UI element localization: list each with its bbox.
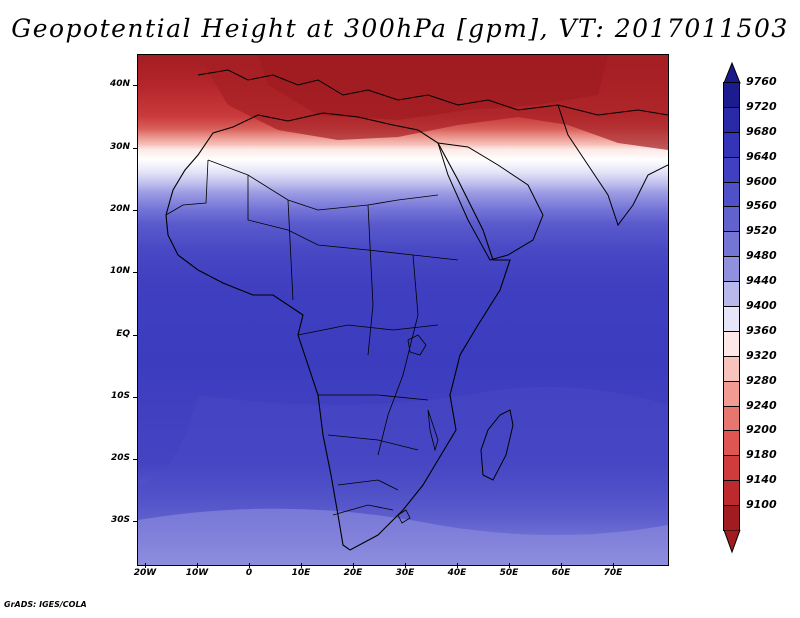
colorbar-segment <box>723 132 740 158</box>
ylabel-30s: 30S <box>110 515 130 525</box>
ylabel-20s: 20S <box>110 453 130 463</box>
colorbar-label: 9200 <box>746 423 777 437</box>
colorbar-label: 9280 <box>746 373 777 387</box>
xlabel-20e: 20E <box>343 568 363 578</box>
colorbar-label: 9140 <box>746 473 777 487</box>
credit-text: GrADS: IGES/COLA <box>4 600 87 609</box>
ytick <box>133 397 138 398</box>
xlabel-0: 0 <box>245 568 253 578</box>
xtick <box>249 563 250 568</box>
colorbar-label: 9320 <box>746 348 777 362</box>
colorbar-label: 9760 <box>746 75 777 88</box>
ytick <box>133 335 138 336</box>
colorbar-label: 9720 <box>746 99 777 113</box>
colorbar-label: 9360 <box>746 323 777 337</box>
colorbar-segment <box>723 182 740 208</box>
map-plot-area <box>137 54 669 566</box>
ytick <box>133 210 138 211</box>
colorbar <box>723 82 740 531</box>
colorbar-segment <box>723 232 740 258</box>
xlabel-10e: 10E <box>291 568 311 578</box>
colorbar-label: 9100 <box>746 498 777 512</box>
map-title: Geopotential Height at 300hPa [gpm], VT:… <box>11 14 789 43</box>
xtick <box>145 563 146 568</box>
colorbar-segment <box>723 331 740 357</box>
xtick <box>509 563 510 568</box>
ylabel-20n: 20N <box>109 204 130 214</box>
colorbar-segment <box>723 356 740 382</box>
xlabel-50e: 50E <box>499 568 519 578</box>
colorbar-label: 9520 <box>746 224 777 238</box>
xlabel-40e: 40E <box>447 568 467 578</box>
ytick <box>133 148 138 149</box>
ylabel-10n: 10N <box>109 266 130 276</box>
colorbar-segment <box>723 257 740 283</box>
ytick <box>133 459 138 460</box>
colorbar-label: 9440 <box>746 274 777 288</box>
colorbar-segment <box>723 207 740 233</box>
xlabel-70e: 70E <box>603 568 623 578</box>
colorbar-label: 9240 <box>746 398 777 412</box>
xtick <box>353 563 354 568</box>
xlabel-60e: 60E <box>551 568 571 578</box>
xtick <box>457 563 458 568</box>
colorbar-segment <box>723 282 740 307</box>
ylabel-30n: 30N <box>109 142 130 152</box>
ylabel-10s: 10S <box>110 391 130 401</box>
xtick <box>197 563 198 568</box>
colorbar-segment <box>723 481 740 507</box>
ytick <box>133 85 138 86</box>
colorbar-segment <box>723 506 740 531</box>
colorbar-top-arrow <box>723 62 741 84</box>
xtick <box>561 563 562 568</box>
xlabel-30e: 30E <box>395 568 415 578</box>
colorbar-segment <box>723 381 740 407</box>
colorbar-segment <box>723 431 740 457</box>
colorbar-segment <box>723 406 740 432</box>
xlabel-10w: 10W <box>185 568 209 578</box>
colorbar-segment <box>723 456 740 482</box>
colorbar-segment <box>723 307 740 332</box>
ylabel-40n: 40N <box>109 79 130 89</box>
colorbar-label: 9680 <box>746 124 777 138</box>
colorbar-segment <box>723 107 740 133</box>
colorbar-bottom-arrow <box>723 530 741 554</box>
ytick <box>133 272 138 273</box>
ytick <box>133 521 138 522</box>
colorbar-label: 9180 <box>746 448 777 462</box>
colorbar-segment <box>723 157 740 183</box>
colorbar-label: 9400 <box>746 299 777 312</box>
ylabel-eq: EQ <box>116 329 130 339</box>
country-boundaries <box>138 55 668 565</box>
xlabel-20w: 20W <box>133 568 157 578</box>
colorbar-label: 9560 <box>746 199 777 213</box>
colorbar-label: 9640 <box>746 149 777 163</box>
xtick <box>405 563 406 568</box>
colorbar-label: 9600 <box>746 174 777 188</box>
xtick <box>613 563 614 568</box>
colorbar-segment <box>723 83 740 108</box>
colorbar-label: 9480 <box>746 249 777 263</box>
xtick <box>301 563 302 568</box>
